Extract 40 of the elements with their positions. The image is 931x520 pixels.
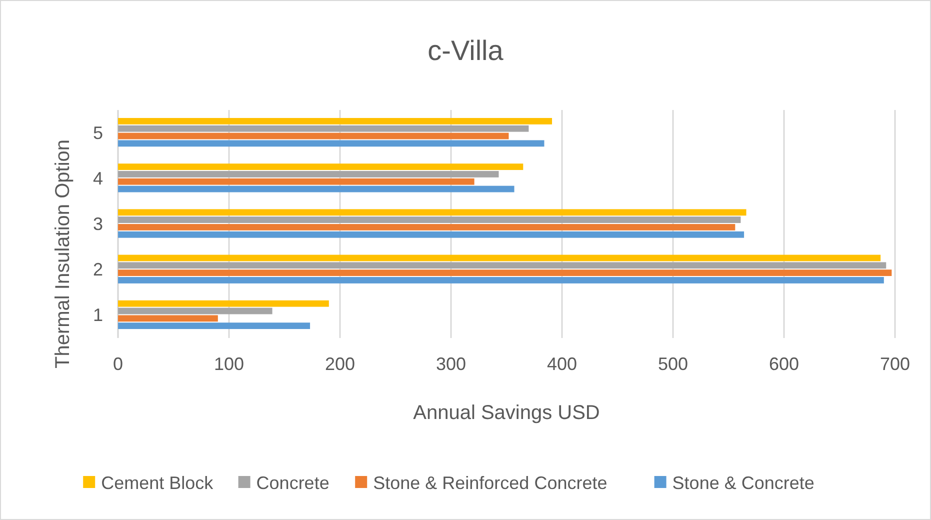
x-axis-title: Annual Savings USD: [413, 402, 600, 424]
bar: [118, 322, 310, 330]
y-tick-label: 2: [92, 260, 104, 280]
bar: [118, 118, 552, 124]
y-tick-label: 3: [92, 214, 104, 234]
chart-title: c-Villa: [428, 35, 504, 66]
bar: [118, 231, 744, 238]
legend-label: Concrete: [256, 473, 330, 493]
bar: [118, 125, 529, 132]
bar: [118, 315, 218, 322]
y-tick-label: 5: [92, 122, 104, 143]
bar: [118, 216, 741, 223]
bar: [118, 308, 272, 314]
bar: [118, 178, 474, 185]
bar: [118, 270, 892, 276]
x-tick-label: 400: [546, 354, 578, 374]
x-tick-label: 0: [112, 354, 124, 374]
legend-label: Stone & Concrete: [672, 473, 814, 493]
bar: [118, 186, 514, 192]
bar: [118, 254, 881, 262]
bar: [118, 170, 499, 178]
bar: [118, 224, 736, 230]
x-tick-label: 500: [658, 354, 688, 374]
bar: [118, 132, 509, 140]
bar: [118, 300, 329, 307]
x-tick-label: 700: [880, 354, 910, 374]
legend-label: Cement Block: [101, 473, 214, 493]
x-tick-label: 100: [214, 354, 244, 374]
bar: [118, 262, 886, 269]
y-tick-label: 4: [92, 168, 104, 188]
bar: [118, 164, 524, 170]
x-tick-label: 300: [436, 354, 466, 374]
bar: [118, 209, 746, 216]
x-tick-label: 200: [324, 354, 356, 374]
y-axis-title: Thermal Insulation Option: [52, 139, 74, 369]
bar: [118, 140, 544, 147]
x-tick-label: 600: [768, 354, 800, 374]
legend-label: Stone & Reinforced Concrete: [373, 473, 608, 493]
bar: [118, 277, 884, 284]
y-tick-label: 1: [92, 305, 104, 326]
